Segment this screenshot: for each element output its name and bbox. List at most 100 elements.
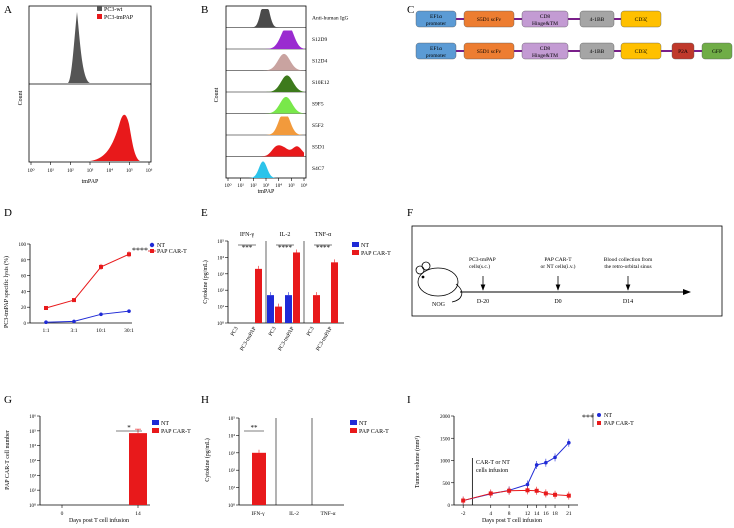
construct-segment <box>463 42 515 60</box>
data-point <box>507 488 512 493</box>
chart-d: 0 20 40 60 80 100 1:1 3:1 10:1 30:1 <box>19 243 135 334</box>
event-text: or NT cells(i.v.) <box>541 263 576 270</box>
axis-g-ylabel: PAP CAR-T cell number <box>5 430 11 490</box>
sig-g: * <box>127 424 131 432</box>
y-tick-label: 20 <box>21 306 27 311</box>
hist-b-label: S12D9 <box>312 37 328 43</box>
chart-i: 0 500 1000 1500 2000 -2 4 8 12 14 16 18 21 <box>440 415 578 517</box>
legend-e-nt: NT <box>361 243 369 249</box>
data-point <box>566 493 571 498</box>
construct-segment <box>415 42 457 60</box>
panel-label-c: C <box>407 4 414 16</box>
legend-d-car-marker <box>150 249 154 253</box>
data-point <box>525 482 530 487</box>
x-tick-label: PC3 <box>306 326 316 337</box>
legend-e-car: PAP CAR-T <box>361 251 391 257</box>
panel-label-f: F <box>407 207 413 219</box>
bar <box>331 262 338 323</box>
legend-h-car-swatch <box>350 428 357 433</box>
construct-label: EF1α <box>430 46 442 52</box>
y-tick-label: 10⁰ <box>217 321 224 327</box>
data-point <box>553 492 558 497</box>
bar <box>293 252 300 323</box>
legend-e-nt-swatch <box>352 242 359 247</box>
axis-i-xlabel: Days post T cell infusion <box>482 517 542 524</box>
x-tick-label: 0 <box>61 511 64 517</box>
axis-g-xlabel: Days post T cell infusion <box>69 517 129 524</box>
hist-b-label: S10E12 <box>312 80 330 86</box>
y-tick-label: 40 <box>21 290 27 295</box>
tick-label-a: 10⁴ <box>106 168 113 174</box>
construct-label: promoter <box>426 53 446 59</box>
y-tick-label: 0 <box>24 322 27 327</box>
construct-label: GFP <box>712 49 722 55</box>
data-point <box>553 455 557 460</box>
x-tick-label: PC3 <box>268 326 278 337</box>
y-tick-label: 60 <box>21 275 27 280</box>
legend-g-car-swatch <box>152 428 159 433</box>
axis-h-ylabel: Cytokine (pg/mL) <box>204 438 211 482</box>
legend-i-nt-marker <box>597 413 601 417</box>
hist-b-label: S4C7 <box>312 166 324 172</box>
construct-segment <box>701 42 733 60</box>
data-point <box>72 319 76 324</box>
construct-label: CD8 <box>540 46 551 52</box>
data-point <box>525 488 530 493</box>
event-text: PAP CAR-T <box>544 257 572 263</box>
legend-g-car: PAP CAR-T <box>161 429 191 435</box>
x-tick-label: -2 <box>461 511 466 517</box>
x-tick-label: IL-2 <box>289 511 299 517</box>
x-tick-label: PC3-tmPAP <box>277 326 296 352</box>
legend-a-wt-swatch <box>97 6 102 11</box>
tick-label-a: 10¹ <box>47 168 54 174</box>
construct-segment <box>415 10 457 28</box>
hist-b-row <box>228 9 304 28</box>
legend-e-car-swatch <box>352 250 359 255</box>
construct-segment <box>463 10 515 28</box>
panel-label-g: G <box>4 394 12 406</box>
legend-d-car: PAP CAR-T <box>157 249 187 255</box>
sig-i: *** <box>582 413 594 422</box>
data-point <box>44 305 48 310</box>
legend-d-nt: NT <box>157 243 165 249</box>
hist-b-row <box>228 53 304 71</box>
event-text: cells(s.c.) <box>469 263 490 270</box>
y-tick-label: 10¹ <box>229 486 236 492</box>
legend-g-nt: NT <box>161 421 169 427</box>
y-tick-label: 10⁰ <box>29 503 36 509</box>
panel-label-h: H <box>201 394 209 406</box>
x-tick-label: TNF-α <box>320 511 335 517</box>
panel-label-d: D <box>4 207 12 219</box>
legend-d-nt-marker <box>149 242 155 248</box>
bar <box>252 452 266 505</box>
construct-label: promoter <box>426 21 446 27</box>
bar <box>313 295 320 323</box>
x-tick-label: PC3 <box>230 326 240 337</box>
y-tick-label: 10² <box>30 473 37 479</box>
series-line <box>45 310 130 323</box>
x-tick-label: 30:1 <box>124 328 134 334</box>
mouse-label: NOG <box>432 302 446 308</box>
tick-label-b: 10¹ <box>237 183 244 189</box>
construct-label: P2A <box>678 49 688 55</box>
tick-label-a: 10⁰ <box>27 168 34 174</box>
hist-b-row <box>228 116 304 135</box>
event-day: D-20 <box>477 299 489 305</box>
y-tick-label: 1500 <box>440 437 451 442</box>
legend-h-car: PAP CAR-T <box>359 429 389 435</box>
event-day: D14 <box>623 299 633 305</box>
construct-segment <box>620 10 662 28</box>
panel-g: G 10⁰ 10¹ 10² 10³ 10⁴ 10⁵ 10⁶ 0 14 * PAP CAR-T ce… <box>4 394 191 524</box>
panel-label-i: I <box>407 394 411 406</box>
construct-label: 4-1BB <box>590 17 605 23</box>
sig-label: *** <box>242 244 253 252</box>
hist-a-tmpap <box>90 114 140 161</box>
legend-a-wt: PC3-wt <box>104 7 123 13</box>
axis-a-xticks: 10⁰ 10¹ 10² 10³ 10⁴ 10⁵ 10⁶ <box>27 162 153 174</box>
x-tick-label: 3:1 <box>70 328 77 334</box>
y-tick-label: 10⁶ <box>29 414 36 420</box>
